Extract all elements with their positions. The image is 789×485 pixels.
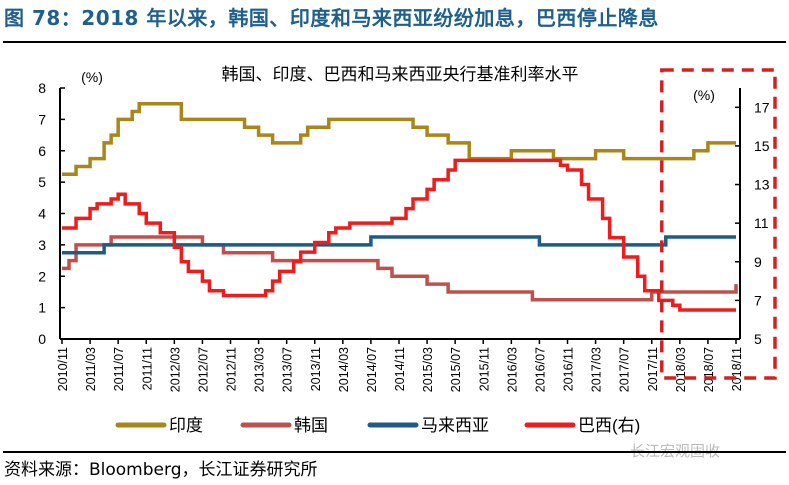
x-tick-label: 2010/11 <box>56 347 70 391</box>
x-tick-label: 2013/03 <box>253 347 267 392</box>
left-tick-label: 3 <box>38 237 46 253</box>
x-tick-label: 2017/07 <box>618 347 632 392</box>
left-tick-label: 5 <box>38 174 46 190</box>
right-tick-label: 9 <box>754 254 762 270</box>
x-tick-label: 2018/03 <box>674 347 688 392</box>
x-tick-label: 2015/03 <box>421 347 435 392</box>
x-tick-label: 2011/07 <box>112 347 126 391</box>
x-tick-label: 2014/07 <box>365 347 379 392</box>
x-tick-label: 2013/07 <box>281 347 295 392</box>
x-tick-label: 2014/03 <box>337 347 351 392</box>
x-tick-label: 2012/11 <box>225 347 239 391</box>
left-tick-label: 4 <box>38 206 46 222</box>
left-tick-label: 2 <box>38 268 46 284</box>
left-tick-label: 8 <box>38 80 46 96</box>
series-line-0 <box>62 101 736 177</box>
right-tick-label: 17 <box>754 99 770 115</box>
x-tick-label: 2012/07 <box>196 347 210 392</box>
left-tick-label: 0 <box>38 331 46 347</box>
x-tick-label: 2011/11 <box>140 347 154 390</box>
right-tick-label: 5 <box>754 331 762 347</box>
legend-label: 韩国 <box>294 416 328 435</box>
x-tick-label: 2014/11 <box>393 347 407 391</box>
legend-label: 印度 <box>169 416 203 435</box>
highlight-box <box>660 68 777 380</box>
series-line-2 <box>62 235 736 255</box>
left-unit-label: (%) <box>81 69 103 85</box>
left-tick-label: 1 <box>38 300 46 316</box>
x-tick-label: 2011/03 <box>84 347 98 391</box>
x-tick-label: 2018/11 <box>730 347 744 391</box>
x-tick-label: 2017/11 <box>646 347 660 391</box>
x-tick-label: 2013/11 <box>309 347 323 391</box>
x-tick-label: 2015/11 <box>477 347 491 391</box>
x-tick-label: 2016/03 <box>505 347 519 392</box>
left-tick-label: 6 <box>38 143 46 159</box>
right-tick-label: 13 <box>754 177 770 193</box>
x-tick-label: 2012/03 <box>168 347 182 392</box>
chart-title: 韩国、印度、巴西和马来西亚央行基准利率水平 <box>222 65 579 84</box>
right-tick-label: 7 <box>754 292 762 308</box>
x-tick-label: 2017/03 <box>590 347 604 392</box>
x-tick-label: 2018/07 <box>702 347 716 392</box>
legend-label: 马来西亚 <box>421 416 489 435</box>
x-tick-label: 2015/07 <box>449 347 463 392</box>
x-tick-label: 2016/07 <box>533 347 547 392</box>
right-tick-label: 15 <box>754 138 770 154</box>
right-unit-label: (%) <box>693 87 715 103</box>
left-tick-label: 7 <box>38 111 46 127</box>
legend-label: 巴西(右) <box>578 416 640 435</box>
figure-title: 图 78：2018 年以来，韩国、印度和马来西亚纷纷加息，巴西停止降息 <box>4 6 659 30</box>
right-tick-label: 11 <box>754 215 769 231</box>
series-line-3 <box>62 158 736 312</box>
x-tick-label: 2016/11 <box>562 347 576 391</box>
series-line-1 <box>62 235 738 302</box>
source-note: 资料来源：Bloomberg，长江证券研究所 <box>4 460 318 480</box>
